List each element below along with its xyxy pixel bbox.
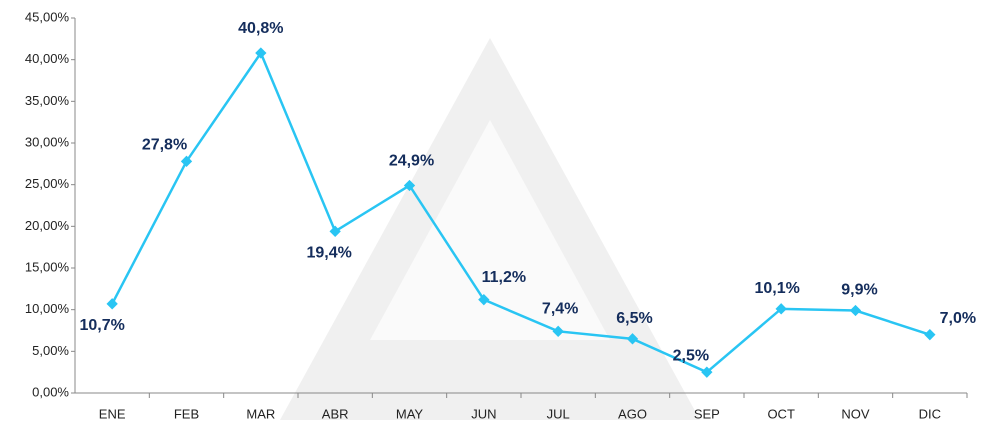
data-label: 40,8% (238, 20, 283, 37)
y-tick-label: 15,00% (25, 259, 70, 274)
y-tick-label: 0,00% (32, 384, 69, 399)
marker (180, 155, 193, 167)
x-tick-label: AGO (618, 406, 647, 421)
y-tick-label: 25,00% (25, 176, 70, 191)
marker (106, 298, 118, 310)
x-tick-label: JUN (471, 406, 496, 421)
marker (478, 294, 490, 306)
y-tick-label: 30,00% (25, 134, 70, 149)
marker (329, 225, 341, 237)
y-tick-label: 40,00% (25, 51, 70, 66)
y-tick-label: 5,00% (32, 343, 69, 358)
data-label: 10,7% (79, 317, 124, 334)
watermark-inner (370, 120, 610, 340)
y-tick-label: 20,00% (25, 218, 70, 233)
x-tick-label: ENE (99, 406, 126, 421)
x-tick-label: FEB (174, 406, 199, 421)
marker (775, 303, 787, 315)
data-label: 10,1% (754, 280, 799, 297)
marker (924, 329, 936, 341)
data-label: 19,4% (306, 245, 351, 262)
x-tick-label: NOV (841, 406, 870, 421)
x-tick-label: SEP (694, 406, 720, 421)
data-label: 11,2% (482, 269, 526, 286)
y-tick-label: 10,00% (25, 301, 70, 316)
data-label: 6,5% (616, 310, 652, 327)
x-tick-label: ABR (322, 406, 349, 421)
data-label: 24,9% (389, 153, 434, 170)
y-tick-label: 35,00% (25, 93, 70, 108)
data-label: 27,8% (142, 137, 187, 154)
data-label: 2,5% (673, 347, 709, 364)
marker (403, 179, 416, 192)
data-label: 7,4% (542, 301, 578, 318)
x-tick-label: DIC (919, 406, 941, 421)
x-tick-label: MAR (246, 406, 275, 421)
line (111, 50, 931, 374)
y-tick-label: 45,00% (25, 9, 70, 24)
data-label: 9,9% (841, 282, 877, 299)
marker (849, 304, 862, 317)
x-tick-label: JUL (547, 406, 570, 421)
marker (701, 366, 713, 378)
x-tick-label: OCT (767, 406, 795, 421)
data-label: 7,0% (940, 310, 976, 327)
x-tick-label: MAY (396, 406, 424, 421)
marker (255, 47, 267, 59)
marker (626, 333, 639, 345)
marker (552, 325, 564, 337)
